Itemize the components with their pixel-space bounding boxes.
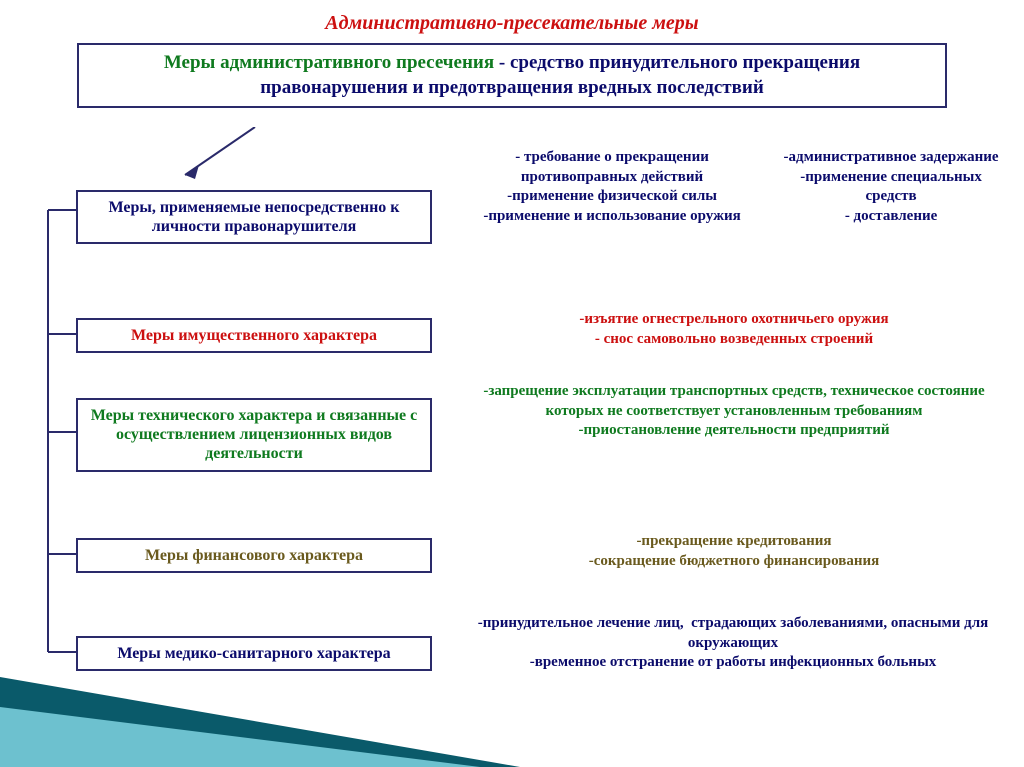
definition-term: Меры административного пресечения bbox=[164, 52, 494, 73]
bullets-technical: -запрещение эксплуатации транспортных ср… bbox=[460, 382, 1008, 441]
bullet-item: - требование о прекращении противоправны… bbox=[460, 148, 764, 187]
category-connector bbox=[0, 0, 80, 700]
bullets-financial: -прекращение кредитования-сокращение бюд… bbox=[460, 532, 1008, 571]
category-property: Меры имущественного характера bbox=[76, 318, 432, 353]
bullet-item: - снос самовольно возведенных строений bbox=[460, 330, 1008, 350]
category-technical: Меры технического характера и связанные … bbox=[76, 398, 432, 472]
bullet-item: -сокращение бюджетного финансирования bbox=[460, 552, 1008, 572]
category-personal: Меры, применяемые непосредственно к личн… bbox=[76, 190, 432, 244]
bullet-item: -применение физической силы bbox=[460, 187, 764, 207]
page-title-text: Административно-пресекательные меры bbox=[325, 12, 698, 34]
bullet-item: -административное задержание bbox=[774, 148, 1008, 168]
bullet-item: -запрещение эксплуатации транспортных ср… bbox=[460, 382, 1008, 421]
bullet-item: -применение специальных средств bbox=[774, 168, 1008, 207]
bullets-medical: -принудительное лечение лиц, страдающих … bbox=[452, 614, 1014, 673]
bullet-item: - доставление bbox=[774, 207, 1008, 227]
bullet-item: -прекращение кредитования bbox=[460, 532, 1008, 552]
bullets-col1: - требование о прекращении противоправны… bbox=[460, 148, 764, 226]
bullet-item: -применение и использование оружия bbox=[460, 207, 764, 227]
bullet-item: -приостановление деятельности предприяти… bbox=[460, 421, 1008, 441]
bullet-item: -временное отстранение от работы инфекци… bbox=[452, 653, 1014, 673]
definition-box: Меры административного пресечения - сред… bbox=[77, 43, 947, 108]
bullet-item: -изъятие огнестрельного охотничьего оруж… bbox=[460, 310, 1008, 330]
category-financial: Меры финансового характера bbox=[76, 538, 432, 573]
bullets-property: -изъятие огнестрельного охотничьего оруж… bbox=[460, 310, 1008, 349]
page-title: Административно-пресекательные меры bbox=[0, 0, 1024, 43]
bullets-personal: - требование о прекращении противоправны… bbox=[460, 148, 1008, 226]
bullet-item: -принудительное лечение лиц, страдающих … bbox=[452, 614, 1014, 653]
arrow-to-first-cat bbox=[155, 127, 275, 187]
bullets-col2: -административное задержание-применение … bbox=[774, 148, 1008, 226]
decorative-triangle bbox=[0, 637, 520, 767]
